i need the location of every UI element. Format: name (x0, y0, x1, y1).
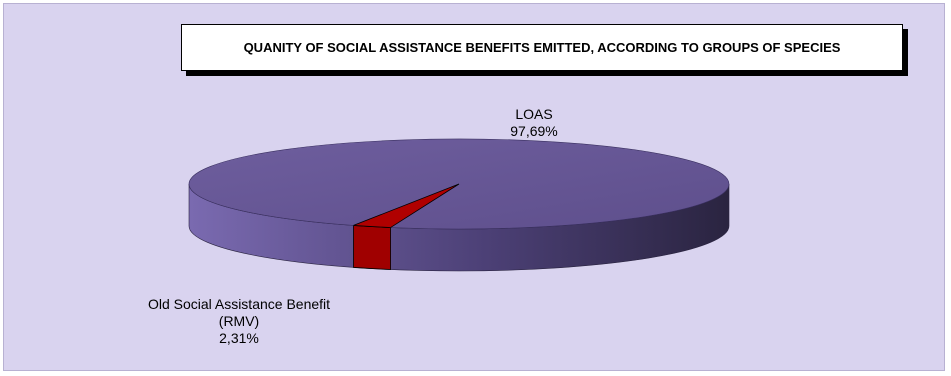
slice-label-loas-value: 97,69% (474, 123, 594, 140)
slice-label-loas-name: LOAS (474, 106, 594, 123)
slice-label-rmv: Old Social Assistance Benefit (RMV) 2,31… (144, 296, 334, 347)
pie-side-rmv (354, 225, 391, 269)
chart-area: QUANITY OF SOCIAL ASSISTANCE BENEFITS EM… (3, 3, 945, 371)
slice-label-rmv-value: 2,31% (144, 330, 334, 347)
slice-label-loas: LOAS 97,69% (474, 106, 594, 140)
slice-label-rmv-name: Old Social Assistance Benefit (RMV) (144, 296, 334, 330)
